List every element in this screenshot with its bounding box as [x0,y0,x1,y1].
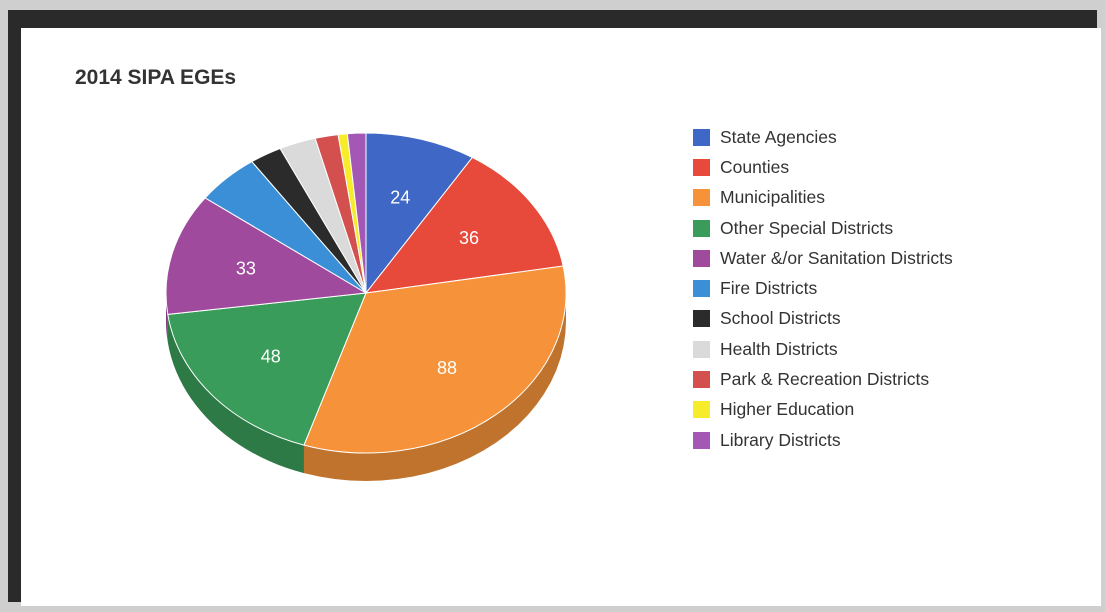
legend-item-school-districts[interactable]: School Districts [693,304,953,334]
legend-swatch [693,128,710,146]
legend-swatch [693,249,710,267]
legend-label: Park & Recreation Districts [720,369,930,390]
legend-label: Fire Districts [720,278,818,299]
chart-frame: 2014 SIPA EGEs 24 36 88 48 33 State Agencies… [8,10,1101,606]
legend-label: State Agencies [720,126,837,147]
pie-slice-municipalities[interactable] [303,265,567,454]
pie-slice-counties[interactable] [364,156,564,294]
legend-label: Counties [720,156,790,177]
legend-label: Higher Education [720,399,855,420]
legend-swatch [693,219,710,237]
chart-legend: State Agencies Counties Municipalities Othe… [693,122,953,455]
legend-swatch [693,158,710,176]
legend-label: Other Special Districts [720,217,894,238]
legend-item-health-districts[interactable]: Health Districts [693,334,953,364]
pie-slice-library-districts[interactable] [346,132,367,294]
chart-card: 2014 SIPA EGEs 24 36 88 48 33 State Agencies… [21,28,1101,606]
legend-item-state-agencies[interactable]: State Agencies [693,122,953,152]
legend-item-park-recreation-districts[interactable]: Park & Recreation Districts [693,364,953,394]
chart-title: 2014 SIPA EGEs [75,66,237,89]
pie-chart: 24 36 88 48 33 [165,132,567,481]
legend-label: School Districts [720,308,841,329]
pie-slices [165,132,567,454]
legend-swatch [693,401,710,419]
legend-item-higher-education[interactable]: Higher Education [693,395,953,425]
legend-item-other-special-districts[interactable]: Other Special Districts [693,213,953,243]
legend-label: Municipalities [720,187,826,208]
slice-value-label-municipalities: 88 [437,358,457,378]
legend-swatch [693,310,710,328]
pie-slice-water-or-sanitation-districts[interactable] [165,197,368,315]
legend-label: Library Districts [720,429,841,450]
legend-swatch [693,431,710,449]
legend-item-library-districts[interactable]: Library Districts [693,425,953,455]
legend-swatch [693,280,710,298]
legend-item-counties[interactable]: Counties [693,152,953,182]
pie-slice-state-agencies[interactable] [365,132,474,295]
slice-value-label-state-agencies: 24 [390,188,410,208]
legend-label: Health Districts [720,338,838,359]
slice-value-label-other-special-districts: 48 [261,347,281,367]
legend-swatch [693,340,710,358]
legend-item-fire-districts[interactable]: Fire Districts [693,273,953,303]
legend-label: Water &/or Sanitation Districts [720,247,953,268]
legend-item-water-or-sanitation-districts[interactable]: Water &/or Sanitation Districts [693,243,953,273]
slice-value-label-counties: 36 [459,228,479,248]
legend-swatch [693,371,710,389]
legend-item-municipalities[interactable]: Municipalities [693,183,953,213]
legend-swatch [693,189,710,207]
slice-value-label-water-or-sanitation-districts: 33 [236,258,256,278]
pie-slice-other-special-districts[interactable] [167,292,367,446]
pie-side-municipalities [303,293,566,481]
